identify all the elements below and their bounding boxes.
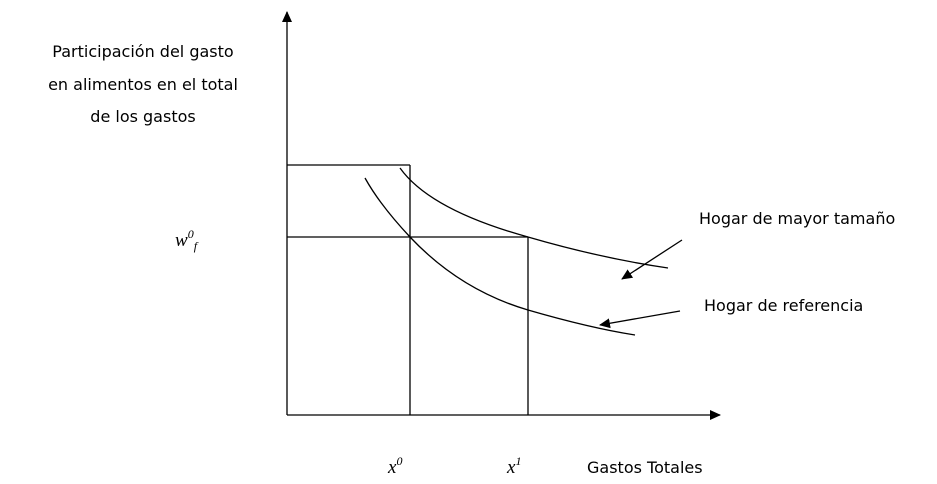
x0-label: x0 [387, 454, 402, 478]
y-axis-label: en alimentos en el total [48, 75, 238, 94]
x-axis-label: Gastos Totales [587, 458, 703, 477]
pointer-arrow [621, 239, 683, 280]
pointer-arrow [599, 310, 681, 329]
curve-label: Hogar de mayor tamaño [699, 209, 895, 228]
reference-curve [364, 177, 636, 336]
w-label: w0f [175, 227, 199, 253]
y-axis-label: Participación del gasto [52, 42, 233, 61]
curve-label: Hogar de referencia [704, 296, 863, 315]
y-axis-label: de los gastos [90, 107, 195, 126]
larger-household-curve [399, 167, 669, 269]
x1-label: x1 [506, 454, 521, 478]
